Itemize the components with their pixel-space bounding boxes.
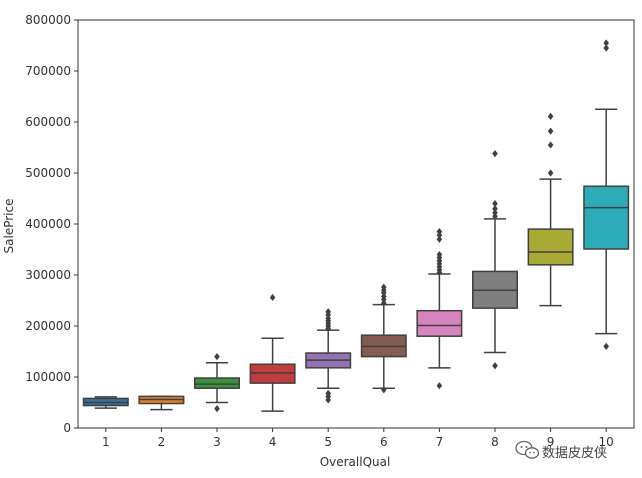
- outlier-point: [325, 308, 331, 316]
- outlier-point: [603, 39, 609, 47]
- box: [194, 377, 240, 389]
- x-tick-label: 2: [158, 435, 166, 449]
- box-group-10: [583, 39, 630, 350]
- box-group-9: [527, 112, 574, 307]
- outlier-point: [547, 169, 554, 177]
- outlier-point: [436, 251, 443, 259]
- box-group-6: [360, 283, 407, 394]
- outlier-point: [603, 342, 609, 350]
- outlier-point: [492, 209, 498, 217]
- watermark-text: 数据皮皮侠: [542, 446, 607, 461]
- box: [249, 363, 296, 384]
- y-tick-label: 0: [63, 421, 71, 435]
- x-tick-label: 7: [436, 435, 444, 449]
- watermark: 数据皮皮侠: [515, 440, 607, 461]
- wechat-icon: [515, 440, 540, 459]
- outlier-point: [492, 150, 498, 158]
- box: [416, 309, 463, 337]
- box: [583, 185, 630, 250]
- box-group-1: [82, 396, 129, 409]
- outlier-point: [436, 228, 443, 236]
- outlier-point: [547, 127, 554, 135]
- outlier-point: [436, 235, 443, 243]
- x-axis-label: OverallQual: [320, 455, 391, 469]
- x-tick-label: 6: [380, 435, 388, 449]
- y-tick-label: 500000: [25, 166, 71, 180]
- outlier-point: [381, 283, 387, 291]
- outlier-point: [492, 362, 498, 370]
- y-tick-label: 600000: [25, 115, 71, 129]
- outlier-point: [381, 386, 387, 394]
- x-tick-label: 10: [599, 435, 614, 449]
- x-tick-label: 8: [491, 435, 499, 449]
- x-tick-label: 5: [324, 435, 332, 449]
- y-tick-label: 200000: [25, 319, 71, 333]
- y-tick-label: 700000: [25, 64, 71, 78]
- box-group-7: [416, 228, 463, 390]
- y-tick-label: 100000: [25, 370, 71, 384]
- outlier-point: [547, 112, 554, 120]
- outlier-point: [214, 405, 220, 413]
- box-group-4: [249, 293, 296, 412]
- outlier-point: [436, 382, 443, 390]
- y-tick-label: 400000: [25, 217, 71, 231]
- box-group-3: [194, 353, 240, 413]
- y-tick-label: 300000: [25, 268, 71, 282]
- outlier-point: [269, 293, 276, 302]
- outlier-point: [492, 200, 498, 208]
- box: [527, 228, 574, 266]
- box-group-5: [305, 308, 352, 404]
- outlier-point: [325, 389, 331, 397]
- x-tick-label: 3: [213, 435, 221, 449]
- box-group-2: [138, 395, 185, 411]
- box-group-8: [472, 150, 518, 370]
- outlier-point: [214, 353, 220, 361]
- x-tick-label: 1: [102, 435, 110, 449]
- outlier-point: [603, 44, 609, 52]
- y-axis-label: SalePrice: [2, 199, 16, 254]
- outlier-point: [547, 141, 554, 149]
- x-tick-label: 4: [269, 435, 277, 449]
- x-tick-label: 9: [547, 435, 555, 449]
- y-tick-label: 800000: [25, 13, 71, 27]
- outlier-point: [492, 205, 498, 213]
